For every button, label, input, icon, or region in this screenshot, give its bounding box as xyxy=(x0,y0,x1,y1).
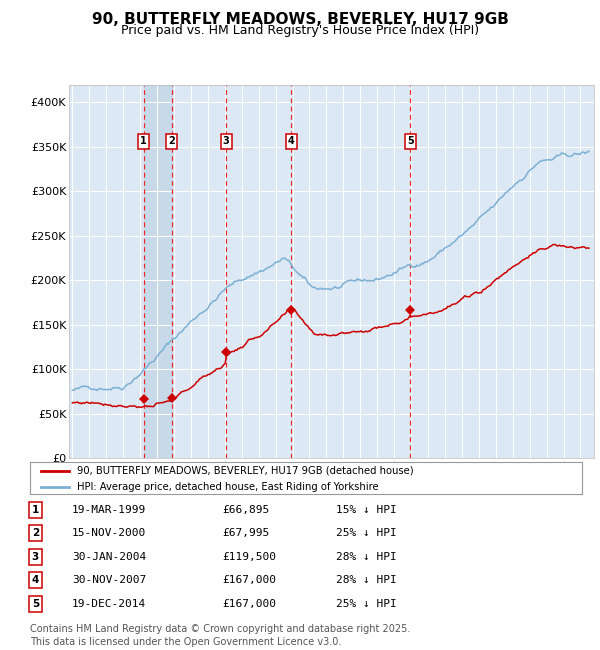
Text: 19-MAR-1999: 19-MAR-1999 xyxy=(72,505,146,515)
Text: 28% ↓ HPI: 28% ↓ HPI xyxy=(336,575,397,585)
Text: 15% ↓ HPI: 15% ↓ HPI xyxy=(336,505,397,515)
Text: 2: 2 xyxy=(32,528,39,538)
Text: Price paid vs. HM Land Registry's House Price Index (HPI): Price paid vs. HM Land Registry's House … xyxy=(121,24,479,37)
Text: 5: 5 xyxy=(407,136,414,146)
Text: 90, BUTTERFLY MEADOWS, BEVERLEY, HU17 9GB: 90, BUTTERFLY MEADOWS, BEVERLEY, HU17 9G… xyxy=(92,12,508,27)
Text: £67,995: £67,995 xyxy=(222,528,269,538)
Text: 3: 3 xyxy=(32,552,39,562)
Text: 90, BUTTERFLY MEADOWS, BEVERLEY, HU17 9GB (detached house): 90, BUTTERFLY MEADOWS, BEVERLEY, HU17 9G… xyxy=(77,465,413,476)
Text: HPI: Average price, detached house, East Riding of Yorkshire: HPI: Average price, detached house, East… xyxy=(77,482,379,492)
Bar xyxy=(143,84,172,458)
Text: 15-NOV-2000: 15-NOV-2000 xyxy=(72,528,146,538)
Text: £66,895: £66,895 xyxy=(222,505,269,515)
Text: 3: 3 xyxy=(223,136,230,146)
Text: Contains HM Land Registry data © Crown copyright and database right 2025.
This d: Contains HM Land Registry data © Crown c… xyxy=(30,624,410,647)
Text: 2: 2 xyxy=(169,136,175,146)
Text: 19-DEC-2014: 19-DEC-2014 xyxy=(72,599,146,608)
Text: 25% ↓ HPI: 25% ↓ HPI xyxy=(336,599,397,608)
Text: 4: 4 xyxy=(287,136,295,146)
Text: 4: 4 xyxy=(32,575,39,585)
Text: 28% ↓ HPI: 28% ↓ HPI xyxy=(336,552,397,562)
Text: 1: 1 xyxy=(32,505,39,515)
Text: £119,500: £119,500 xyxy=(222,552,276,562)
Text: 30-NOV-2007: 30-NOV-2007 xyxy=(72,575,146,585)
Text: £167,000: £167,000 xyxy=(222,575,276,585)
Text: 5: 5 xyxy=(32,599,39,608)
Text: £167,000: £167,000 xyxy=(222,599,276,608)
Text: 1: 1 xyxy=(140,136,147,146)
Text: 25% ↓ HPI: 25% ↓ HPI xyxy=(336,528,397,538)
Text: 30-JAN-2004: 30-JAN-2004 xyxy=(72,552,146,562)
